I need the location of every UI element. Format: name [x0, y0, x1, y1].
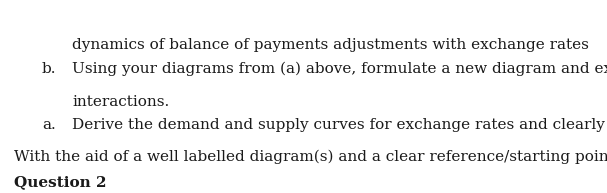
- Text: b.: b.: [42, 62, 56, 76]
- Text: a.: a.: [42, 118, 56, 132]
- Text: Derive the demand and supply curves for exchange rates and clearly explain the: Derive the demand and supply curves for …: [72, 118, 607, 132]
- Text: With the aid of a well labelled diagram(s) and a clear reference/starting point:: With the aid of a well labelled diagram(…: [14, 150, 607, 164]
- Text: interactions.: interactions.: [72, 95, 169, 109]
- Text: Question 2: Question 2: [14, 175, 106, 189]
- Text: dynamics of balance of payments adjustments with exchange rates: dynamics of balance of payments adjustme…: [72, 38, 589, 52]
- Text: Using your diagrams from (a) above, formulate a new diagram and explain the: Using your diagrams from (a) above, form…: [72, 62, 607, 76]
